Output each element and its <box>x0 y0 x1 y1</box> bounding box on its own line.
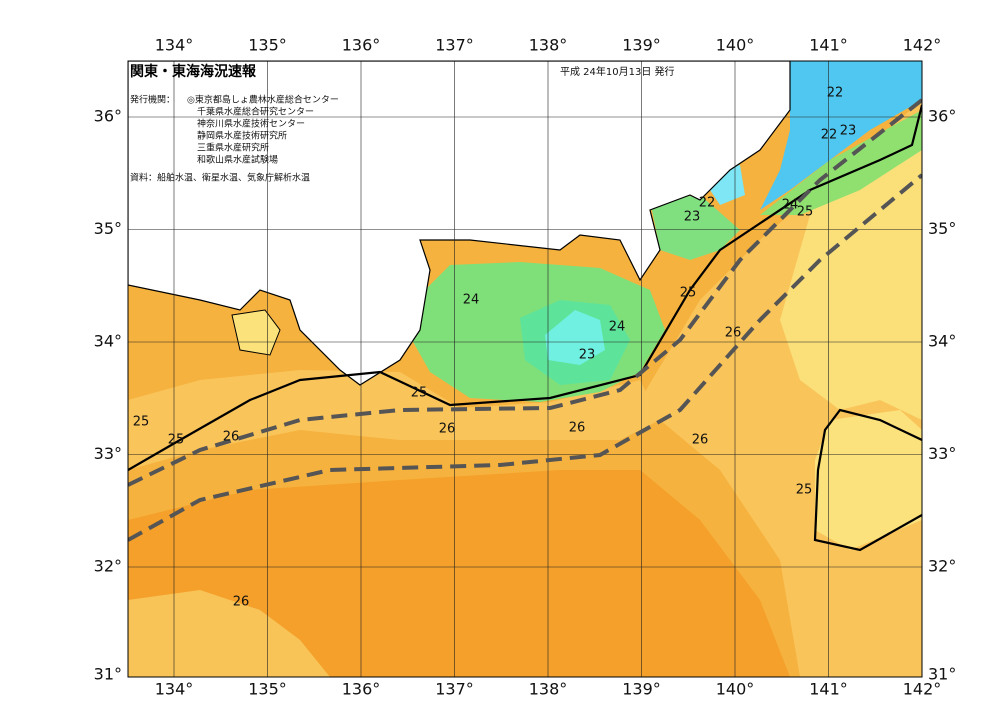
lon-label-top: 141° <box>809 36 848 55</box>
lon-label-bottom: 139° <box>622 680 661 699</box>
contour-label: 26 <box>725 326 742 341</box>
kuroshio-axis <box>128 173 922 542</box>
issuer: 千葉県水産総合研究センター <box>197 106 314 118</box>
frame <box>127 60 923 678</box>
contour-label: 25 <box>168 433 185 448</box>
lon-label-bottom: 134° <box>155 680 194 699</box>
contour-label: 24 <box>609 320 626 335</box>
sea-cyan <box>545 310 605 365</box>
sea-patch <box>128 590 330 677</box>
source: 資料：船舶水温、衛星水温、気象庁解析水温 <box>130 172 310 184</box>
lon-label-top: 137° <box>435 36 474 55</box>
contour-label: 26 <box>692 433 709 448</box>
lat-label-right: 33° <box>928 444 956 463</box>
contour-label: 24 <box>463 293 480 308</box>
issuer: 静岡県水産技術研究所 <box>197 130 287 142</box>
contour-label: 22 <box>827 86 844 101</box>
lon-label-top: 139° <box>622 36 661 55</box>
contour-label: 25 <box>797 205 814 220</box>
contour-label: 25 <box>133 415 150 430</box>
sea-cold <box>760 61 922 210</box>
lat-label-left: 36° <box>94 107 122 126</box>
kuroshio-edge <box>128 98 922 487</box>
contour-label: 26 <box>439 422 456 437</box>
lon-label-top: 135° <box>248 36 287 55</box>
lon-label-bottom: 142° <box>903 680 942 699</box>
issuer: 三重県水産研究所 <box>197 142 269 154</box>
date: 平成 24年10月13日 発行 <box>560 65 675 78</box>
lon-label-bottom: 138° <box>529 680 568 699</box>
issuer: 和歌山県水産試験場 <box>197 154 278 166</box>
lat-label-left: 32° <box>94 557 122 576</box>
lon-label-bottom: 136° <box>342 680 381 699</box>
grid <box>128 61 922 677</box>
issuer: ◎東京都島しょ農林水産総合センター <box>187 94 339 106</box>
contour-label: 26 <box>569 421 586 436</box>
lat-label-right: 36° <box>928 107 956 126</box>
contour-label: 22 <box>699 196 716 211</box>
sea-cool-patch <box>815 410 922 550</box>
lon-label-top: 142° <box>903 36 942 55</box>
contour-label: 22 <box>821 128 838 143</box>
lon-label-top: 134° <box>155 36 194 55</box>
lon-label-bottom: 141° <box>809 680 848 699</box>
lat-label-right: 32° <box>928 557 956 576</box>
ticks: 134° 134° 135° 135° 136° 136° 137° 137° 138° 138°… <box>94 36 957 699</box>
contour-label: 23 <box>579 348 596 363</box>
contour-label: 26 <box>223 430 240 445</box>
lon-label-top: 138° <box>529 36 568 55</box>
lon-label-bottom: 137° <box>435 680 474 699</box>
contour-label: 25 <box>680 286 697 301</box>
contour-25-east <box>813 408 922 552</box>
title: 関東・東海海況速報 <box>130 63 257 80</box>
lat-label-right: 34° <box>928 332 956 351</box>
lat-label-right: 35° <box>928 219 956 238</box>
lon-label-bottom: 135° <box>248 680 287 699</box>
issuer: 神奈川県水産技術センター <box>197 118 305 130</box>
contour-label: 25 <box>411 386 428 401</box>
contour-label: 24 <box>782 198 799 213</box>
contour-25 <box>128 104 922 471</box>
contour-label: 23 <box>684 210 701 225</box>
contour-label: 26 <box>233 595 250 610</box>
lon-label-bottom: 140° <box>716 680 755 699</box>
issuers: ◎東京都島しょ農林水産総合センター千葉県水産総合研究センター神奈川県水産技術セン… <box>187 94 339 166</box>
contour-label: 23 <box>840 124 857 139</box>
lon-label-top: 140° <box>716 36 755 55</box>
land <box>128 61 791 386</box>
sea-warmest <box>128 470 790 677</box>
issuer-label: 発行機関： <box>130 94 175 106</box>
land-bay <box>231 309 281 356</box>
contour-label: 25 <box>796 483 813 498</box>
sea-bay-green <box>650 195 740 260</box>
lat-label-left: 35° <box>94 219 122 238</box>
sea-cool <box>780 110 922 420</box>
lon-label-top: 136° <box>342 36 381 55</box>
lat-label-left: 33° <box>94 444 122 463</box>
lat-label-left: 34° <box>94 332 122 351</box>
lat-label-left: 31° <box>94 665 122 684</box>
lat-label-right: 31° <box>928 665 956 684</box>
